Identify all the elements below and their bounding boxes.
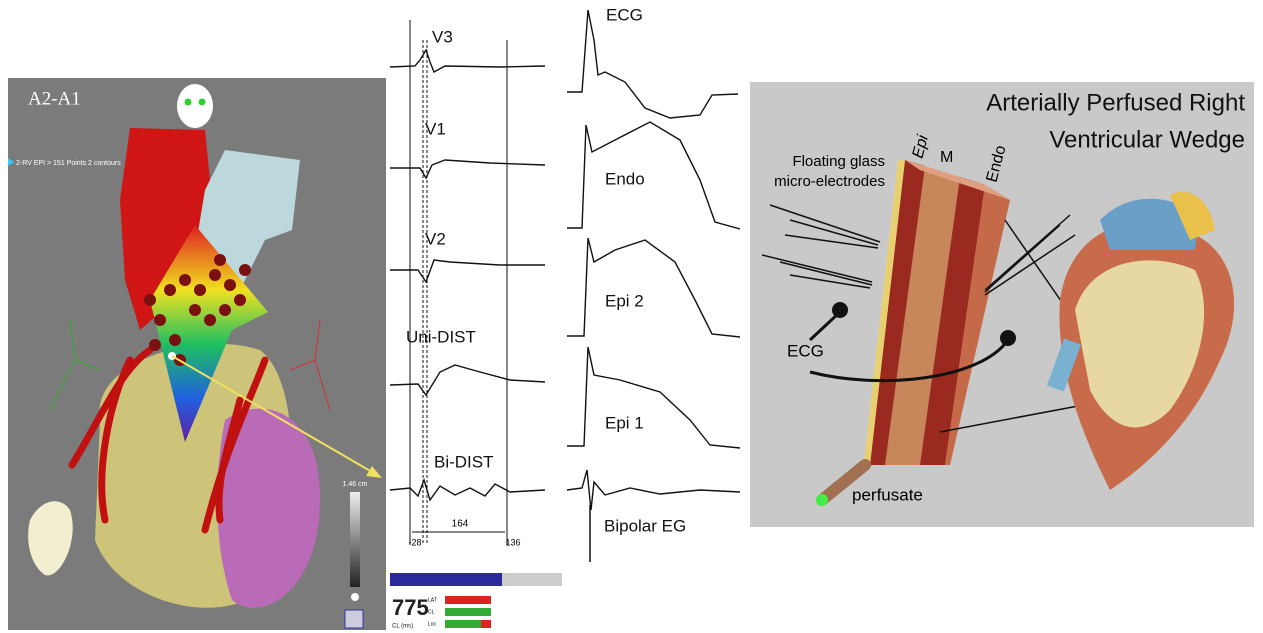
trace <box>390 365 545 395</box>
layer-label: M <box>940 149 953 166</box>
scale-label: 1.46 cm <box>343 481 368 488</box>
timeline-rest <box>502 573 562 586</box>
title: Arterially Perfused Right <box>986 89 1245 116</box>
eye <box>185 99 192 106</box>
ap-traces: ECG Endo Epi 2 Epi 1 Bipolar EG <box>567 5 740 562</box>
ecg-electrode <box>832 302 848 318</box>
orientation-head <box>177 84 213 128</box>
trace <box>390 260 545 282</box>
indicator-label: LAT <box>428 597 437 603</box>
electrodes-label: micro-electrodes <box>774 173 885 190</box>
timeline <box>390 573 502 586</box>
trace <box>567 122 740 229</box>
ecg-electrode <box>1000 330 1016 346</box>
indicator <box>481 620 491 628</box>
map-label: 2-RV EPI > 151 Points 2 contours <box>16 160 121 167</box>
trace <box>390 160 545 178</box>
scale-bar <box>350 492 360 587</box>
trace-label: V2 <box>425 229 446 248</box>
indicator-label: CL <box>428 609 435 615</box>
marker-label: -28 <box>408 537 421 547</box>
electrodes-label: Floating glass <box>792 153 885 170</box>
eye <box>199 99 206 106</box>
trace <box>567 347 740 448</box>
thumb <box>345 610 363 628</box>
interval-label: 164 <box>452 519 469 530</box>
scale-dot <box>351 593 359 601</box>
page: {"left_panel":{"view_label":"A2-A1","map… <box>0 0 1263 633</box>
trace <box>390 480 545 500</box>
trace <box>567 470 740 510</box>
trace-label: Epi 2 <box>605 291 644 310</box>
perfusate-dot <box>816 494 828 506</box>
ecg-label: ECG <box>787 341 824 360</box>
trace-label: V1 <box>425 119 446 138</box>
trace <box>567 10 738 118</box>
cycle-length-unit: CL (ms) <box>392 624 413 630</box>
trace-label: ECG <box>606 5 643 24</box>
trace-label: Bipolar EG <box>604 516 686 535</box>
mapping-panel: A2-A1 2-RV EPI > 151 Points 2 contours 1… <box>8 78 386 630</box>
title: Ventricular Wedge <box>1049 126 1245 153</box>
trace-label: Uni-DIST <box>406 327 476 346</box>
trace-label: Bi-DIST <box>434 452 494 471</box>
trace <box>567 238 740 337</box>
trace-label: V3 <box>432 27 453 46</box>
wedge-panel: Arterially Perfused Right Ventricular We… <box>750 82 1254 527</box>
indicator <box>445 608 491 616</box>
trace <box>390 50 545 72</box>
view-label: A2-A1 <box>28 88 81 109</box>
ecg-traces: V3 V1 V2 Uni-DIST Bi-DIST 164 -28 136 77… <box>390 20 562 630</box>
perfusate-label: perfusate <box>852 485 923 504</box>
cycle-length: 775 <box>392 595 429 620</box>
trace-label: Endo <box>605 169 645 188</box>
figure: A2-A1 2-RV EPI > 151 Points 2 contours 1… <box>0 0 1263 633</box>
indicator <box>445 620 481 628</box>
trace-label: Epi 1 <box>605 413 644 432</box>
indicator <box>445 596 491 604</box>
marker-label: 136 <box>505 537 520 547</box>
indicator-label: Loc <box>428 621 437 627</box>
